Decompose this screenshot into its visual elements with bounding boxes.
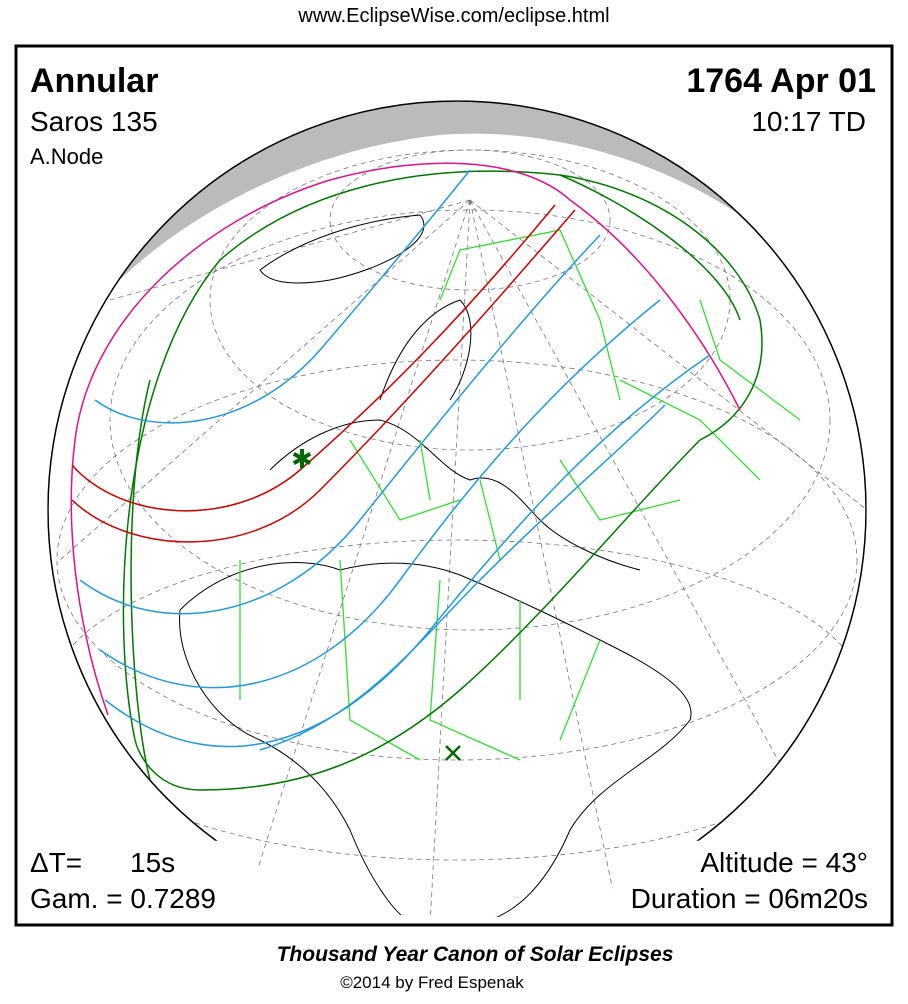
globe: ✱ <box>48 101 866 919</box>
globe-disk <box>48 101 866 919</box>
date: 1764 Apr 01 <box>686 62 876 100</box>
rise-set-curve <box>70 162 741 716</box>
border-lines <box>439 229 621 401</box>
graticule <box>48 149 866 919</box>
parallel <box>109 209 831 631</box>
meridians <box>59 199 866 919</box>
scandinavia-coast <box>379 299 472 401</box>
time: 10:17 TD <box>751 106 866 137</box>
europe-coast <box>269 419 641 571</box>
magnitude-curve <box>104 354 711 748</box>
magnitude-curve <box>79 234 601 615</box>
altitude: Altitude = 43° <box>700 847 868 878</box>
copyright: ©2014 by Fred Espenak <box>340 973 524 992</box>
gamma: Gam. = 0.7289 <box>30 883 216 914</box>
node: A.Node <box>30 144 103 169</box>
magnitude-curve <box>94 169 471 424</box>
duration: Duration = 06m20s <box>631 883 868 914</box>
greatest-eclipse-marker: ✱ <box>291 444 313 474</box>
magnitude-curves <box>79 169 711 751</box>
delta-t-value: 15s <box>130 847 175 878</box>
eclipse-curves <box>70 162 763 791</box>
parallel <box>56 359 858 761</box>
url: www.EclipseWise.com/eclipse.html <box>297 5 609 27</box>
central-limit-north <box>71 204 556 512</box>
magnitude-curve <box>259 404 666 751</box>
arctic-coast <box>259 214 425 284</box>
eclipse-type: Annular <box>30 62 158 100</box>
penumbral-limit <box>130 174 741 781</box>
parallel <box>329 149 611 291</box>
parallel <box>48 539 866 861</box>
central-limit-south <box>71 209 576 543</box>
greatest-duration-marker <box>445 745 461 761</box>
saros: Saros 135 <box>30 106 158 137</box>
penumbral-limit <box>122 170 763 791</box>
borders <box>239 229 801 761</box>
border-lines <box>239 299 801 761</box>
magnitude-curve <box>99 299 661 689</box>
footer-title: Thousand Year Canon of Solar Eclipses <box>277 943 674 966</box>
delta-t-label: ΔT= <box>30 847 82 878</box>
